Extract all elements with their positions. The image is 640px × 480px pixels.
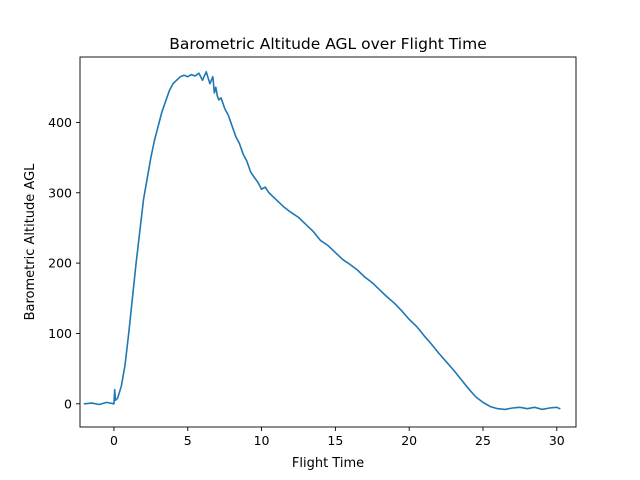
x-axis-title: Flight Time	[292, 456, 364, 471]
y-tick-label: 200	[48, 256, 72, 271]
y-tick-label: 100	[48, 326, 72, 341]
x-tick-label: 15	[327, 433, 343, 448]
series-line-0	[83, 70, 561, 411]
x-tick-label: 25	[475, 433, 491, 448]
x-tick-label: 5	[184, 433, 192, 448]
chart-title: Barometric Altitude AGL over Flight Time	[169, 35, 487, 53]
y-tick-label: 0	[64, 396, 72, 411]
y-axis-title: Barometric Altitude AGL	[23, 163, 38, 321]
x-tick-label: 30	[549, 433, 565, 448]
plot-area	[83, 70, 561, 411]
x-tick-label: 20	[401, 433, 417, 448]
x-tick-label: 10	[254, 433, 270, 448]
axes-frame	[79, 56, 577, 428]
y-tick-label: 300	[48, 185, 72, 200]
x-tick-label: 0	[110, 433, 118, 448]
y-tick-label: 400	[48, 115, 72, 130]
